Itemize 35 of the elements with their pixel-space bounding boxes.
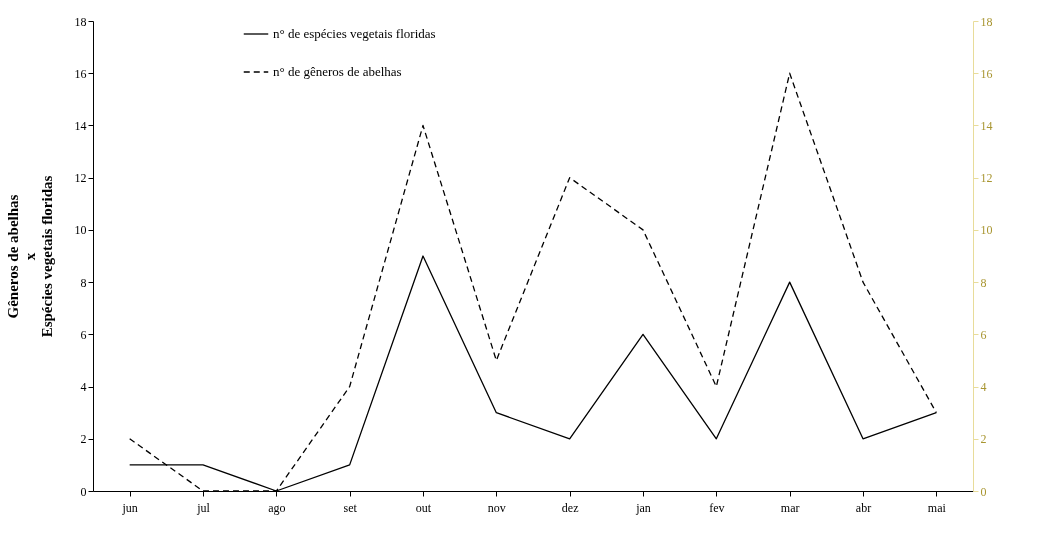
x-tick-label: abr	[855, 500, 872, 515]
y-tick-label: 16	[74, 66, 87, 81]
y2-tick-label: 8	[980, 275, 987, 290]
x-tick-label: jun	[121, 500, 138, 515]
y-tick-label: 0	[80, 484, 87, 499]
legend-label: n° de gêneros de abelhas	[273, 64, 402, 79]
x-tick-label: set	[343, 500, 358, 515]
y2-tick-label: 12	[980, 171, 993, 186]
x-tick-label: fev	[709, 500, 725, 515]
x-tick-label: nov	[487, 500, 506, 515]
legend-label: n° de espécies vegetais floridas	[273, 26, 436, 41]
y-tick-label: 10	[74, 223, 87, 238]
y-axis-title: Gêneros de abelhas x Espécies vegetais floridas	[4, 175, 55, 338]
y2-tick-label: 18	[980, 14, 993, 29]
x-tick-label: out	[415, 500, 432, 515]
y-tick-label: 18	[74, 14, 87, 29]
y2-tick-label: 6	[980, 327, 987, 342]
y-tick-label: 14	[74, 118, 87, 133]
y-tick-label: 6	[80, 327, 87, 342]
y-tick-label: 12	[74, 171, 87, 186]
y2-tick-label: 14	[980, 118, 993, 133]
x-tick-label: dez	[561, 500, 579, 515]
x-tick-label: mar	[780, 500, 800, 515]
x-tick-label: ago	[268, 500, 286, 515]
y2-tick-label: 4	[980, 380, 987, 395]
y2-tick-label: 0	[980, 484, 987, 499]
x-tick-label: jan	[635, 500, 651, 515]
y-tick-label: 2	[80, 432, 87, 447]
x-tick-label: mai	[927, 500, 947, 515]
y-tick-label: 4	[80, 380, 87, 395]
y2-tick-label: 2	[980, 432, 987, 447]
y2-tick-label: 16	[980, 66, 993, 81]
y-tick-label: 8	[80, 275, 87, 290]
x-tick-label: jul	[196, 500, 211, 515]
y2-tick-label: 10	[980, 223, 993, 238]
